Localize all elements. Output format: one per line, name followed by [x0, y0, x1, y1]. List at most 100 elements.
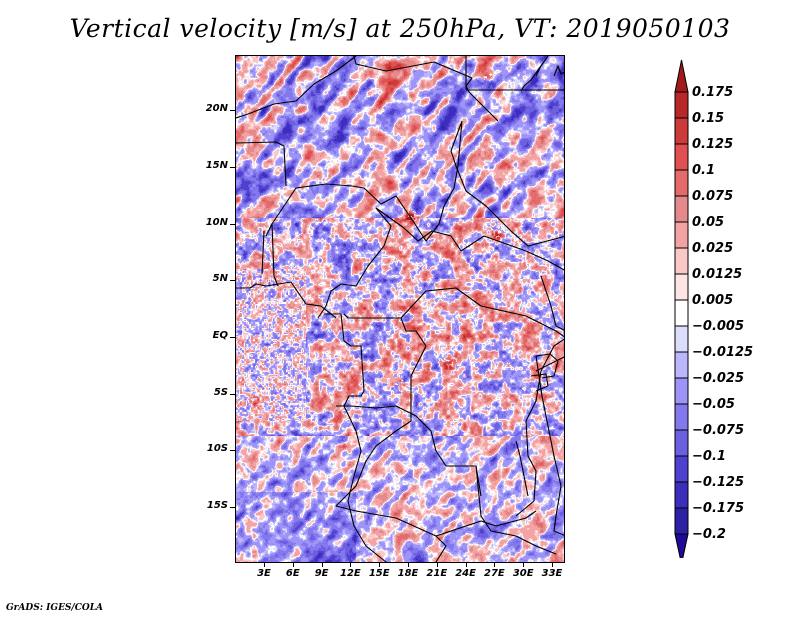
x-tick-mark — [437, 563, 438, 567]
x-tick-mark — [523, 563, 524, 567]
colorbar-label: −0.005 — [692, 319, 745, 334]
colorbar-bin — [674, 377, 689, 405]
x-tick-label: 24E — [455, 568, 476, 579]
colorbar-bin — [674, 247, 689, 275]
namibia-botswana-border — [435, 535, 447, 562]
x-tick-mark — [350, 563, 351, 567]
colorbar-bin — [674, 403, 689, 431]
x-tick-label: 9E — [314, 568, 329, 579]
x-tick-label: 33E — [541, 568, 563, 579]
colorbar-label: −0.0125 — [692, 345, 754, 360]
colorbar-label: 0.125 — [692, 137, 734, 152]
x-tick-label: 15E — [368, 568, 390, 579]
y-tick-label: 10S — [206, 443, 228, 455]
x-tick-mark — [408, 563, 409, 567]
colorbar-label: 0.15 — [692, 111, 725, 126]
x-tick-mark — [466, 563, 467, 567]
y-tick-label: 20N — [205, 103, 228, 115]
colorbar-bin — [674, 273, 689, 301]
y-tick-mark — [230, 394, 235, 395]
x-tick-mark — [293, 563, 294, 567]
colorbar-label: 0.025 — [692, 241, 734, 256]
togo-ghana-border — [261, 230, 265, 275]
x-tick-label: 27E — [484, 568, 505, 579]
benin-togo-border — [271, 223, 279, 287]
cameroon-congo-border — [343, 313, 427, 347]
car-sudan-border — [460, 235, 564, 271]
colorbar-label: −0.075 — [692, 423, 745, 438]
x-tick-mark — [322, 563, 323, 567]
colorbar-bin — [674, 507, 689, 535]
nile-delta-lake-border — [520, 56, 549, 92]
cameroon-car-border — [375, 207, 462, 252]
y-tick-label: 15N — [205, 160, 228, 171]
colorbar-label: 0.1 — [692, 163, 716, 178]
colorbar-bin — [674, 299, 689, 327]
lake-victoria-border — [535, 353, 559, 379]
colorbar-bin — [674, 221, 689, 249]
rwanda-burundi-border — [530, 373, 549, 392]
y-tick-label: 5N — [212, 273, 228, 285]
vertical-velocity-field — [236, 56, 564, 562]
colorbar-bin — [674, 455, 689, 483]
sudan-east-border — [450, 120, 564, 247]
colorbar-label: 0.175 — [692, 85, 734, 100]
gulf-coast-border — [236, 281, 337, 319]
angola-zambia-border — [475, 465, 557, 555]
colorbar — [674, 59, 689, 558]
colorbar-bin — [674, 429, 689, 457]
colorbar-label: 0.005 — [692, 293, 734, 308]
angola-south-border — [335, 505, 482, 537]
colorbar-bin — [674, 117, 689, 145]
colorbar-label: −0.2 — [692, 527, 726, 542]
colorbar-label: −0.125 — [692, 475, 745, 490]
x-tick-label: 18E — [397, 568, 419, 579]
colorbar-label: −0.05 — [692, 397, 735, 412]
drc-car-border — [400, 287, 564, 338]
colorbar-label: 0.075 — [692, 189, 734, 204]
congo-drc-border — [335, 345, 427, 507]
colorbar-label: −0.175 — [692, 501, 745, 516]
x-tick-label: 21E — [426, 568, 448, 579]
coastline-west-africa-border — [236, 56, 357, 119]
angola-north-border — [336, 405, 437, 452]
coast-angola-border — [343, 405, 387, 562]
colorbar-arrow-top — [674, 59, 689, 93]
colorbar-label: 0.0125 — [692, 267, 743, 282]
nigeria-cameroon-border — [317, 207, 392, 319]
colorbar-bin — [674, 91, 689, 119]
colorbar-label: −0.1 — [692, 449, 726, 464]
map-plot-area — [235, 55, 565, 563]
colorbar-bin — [674, 143, 689, 171]
y-tick-label: 5S — [213, 386, 228, 398]
colorbar-bin — [674, 169, 689, 197]
niger-chad-east-border — [265, 120, 463, 242]
y-tick-mark — [230, 450, 235, 451]
colorbar-bin — [674, 351, 689, 379]
x-tick-mark — [264, 563, 265, 567]
x-tick-label: 12E — [340, 568, 361, 579]
x-tick-mark — [494, 563, 495, 567]
libya-niger-chad-border — [353, 56, 499, 122]
y-tick-mark — [230, 110, 235, 111]
lake-tanganyika-border — [515, 440, 529, 497]
colorbar-bin — [674, 481, 689, 509]
colorbar-bin — [674, 195, 689, 223]
colorbar-label: 0.05 — [692, 215, 725, 230]
zambia-zimbabwe-border — [480, 510, 537, 527]
country-borders — [236, 56, 564, 562]
y-tick-mark — [230, 167, 235, 168]
grads-credit: GrADS: IGES/COLA — [6, 603, 104, 613]
colorbar-arrow-bottom — [674, 533, 689, 558]
colorbar-label: −0.025 — [692, 371, 745, 386]
chart-title: Vertical velocity [m/s] at 250hPa, VT: 2… — [69, 14, 731, 43]
x-tick-label: 30E — [512, 568, 534, 579]
kenya-south-border — [535, 356, 564, 372]
y-tick-label: EQ — [212, 330, 228, 341]
angola-drc-border — [435, 450, 482, 497]
y-tick-label: 10N — [205, 216, 228, 228]
y-tick-mark — [230, 507, 235, 508]
lake-nasser-border — [553, 65, 564, 77]
y-tick-mark — [230, 280, 235, 281]
y-tick-mark — [230, 224, 235, 225]
